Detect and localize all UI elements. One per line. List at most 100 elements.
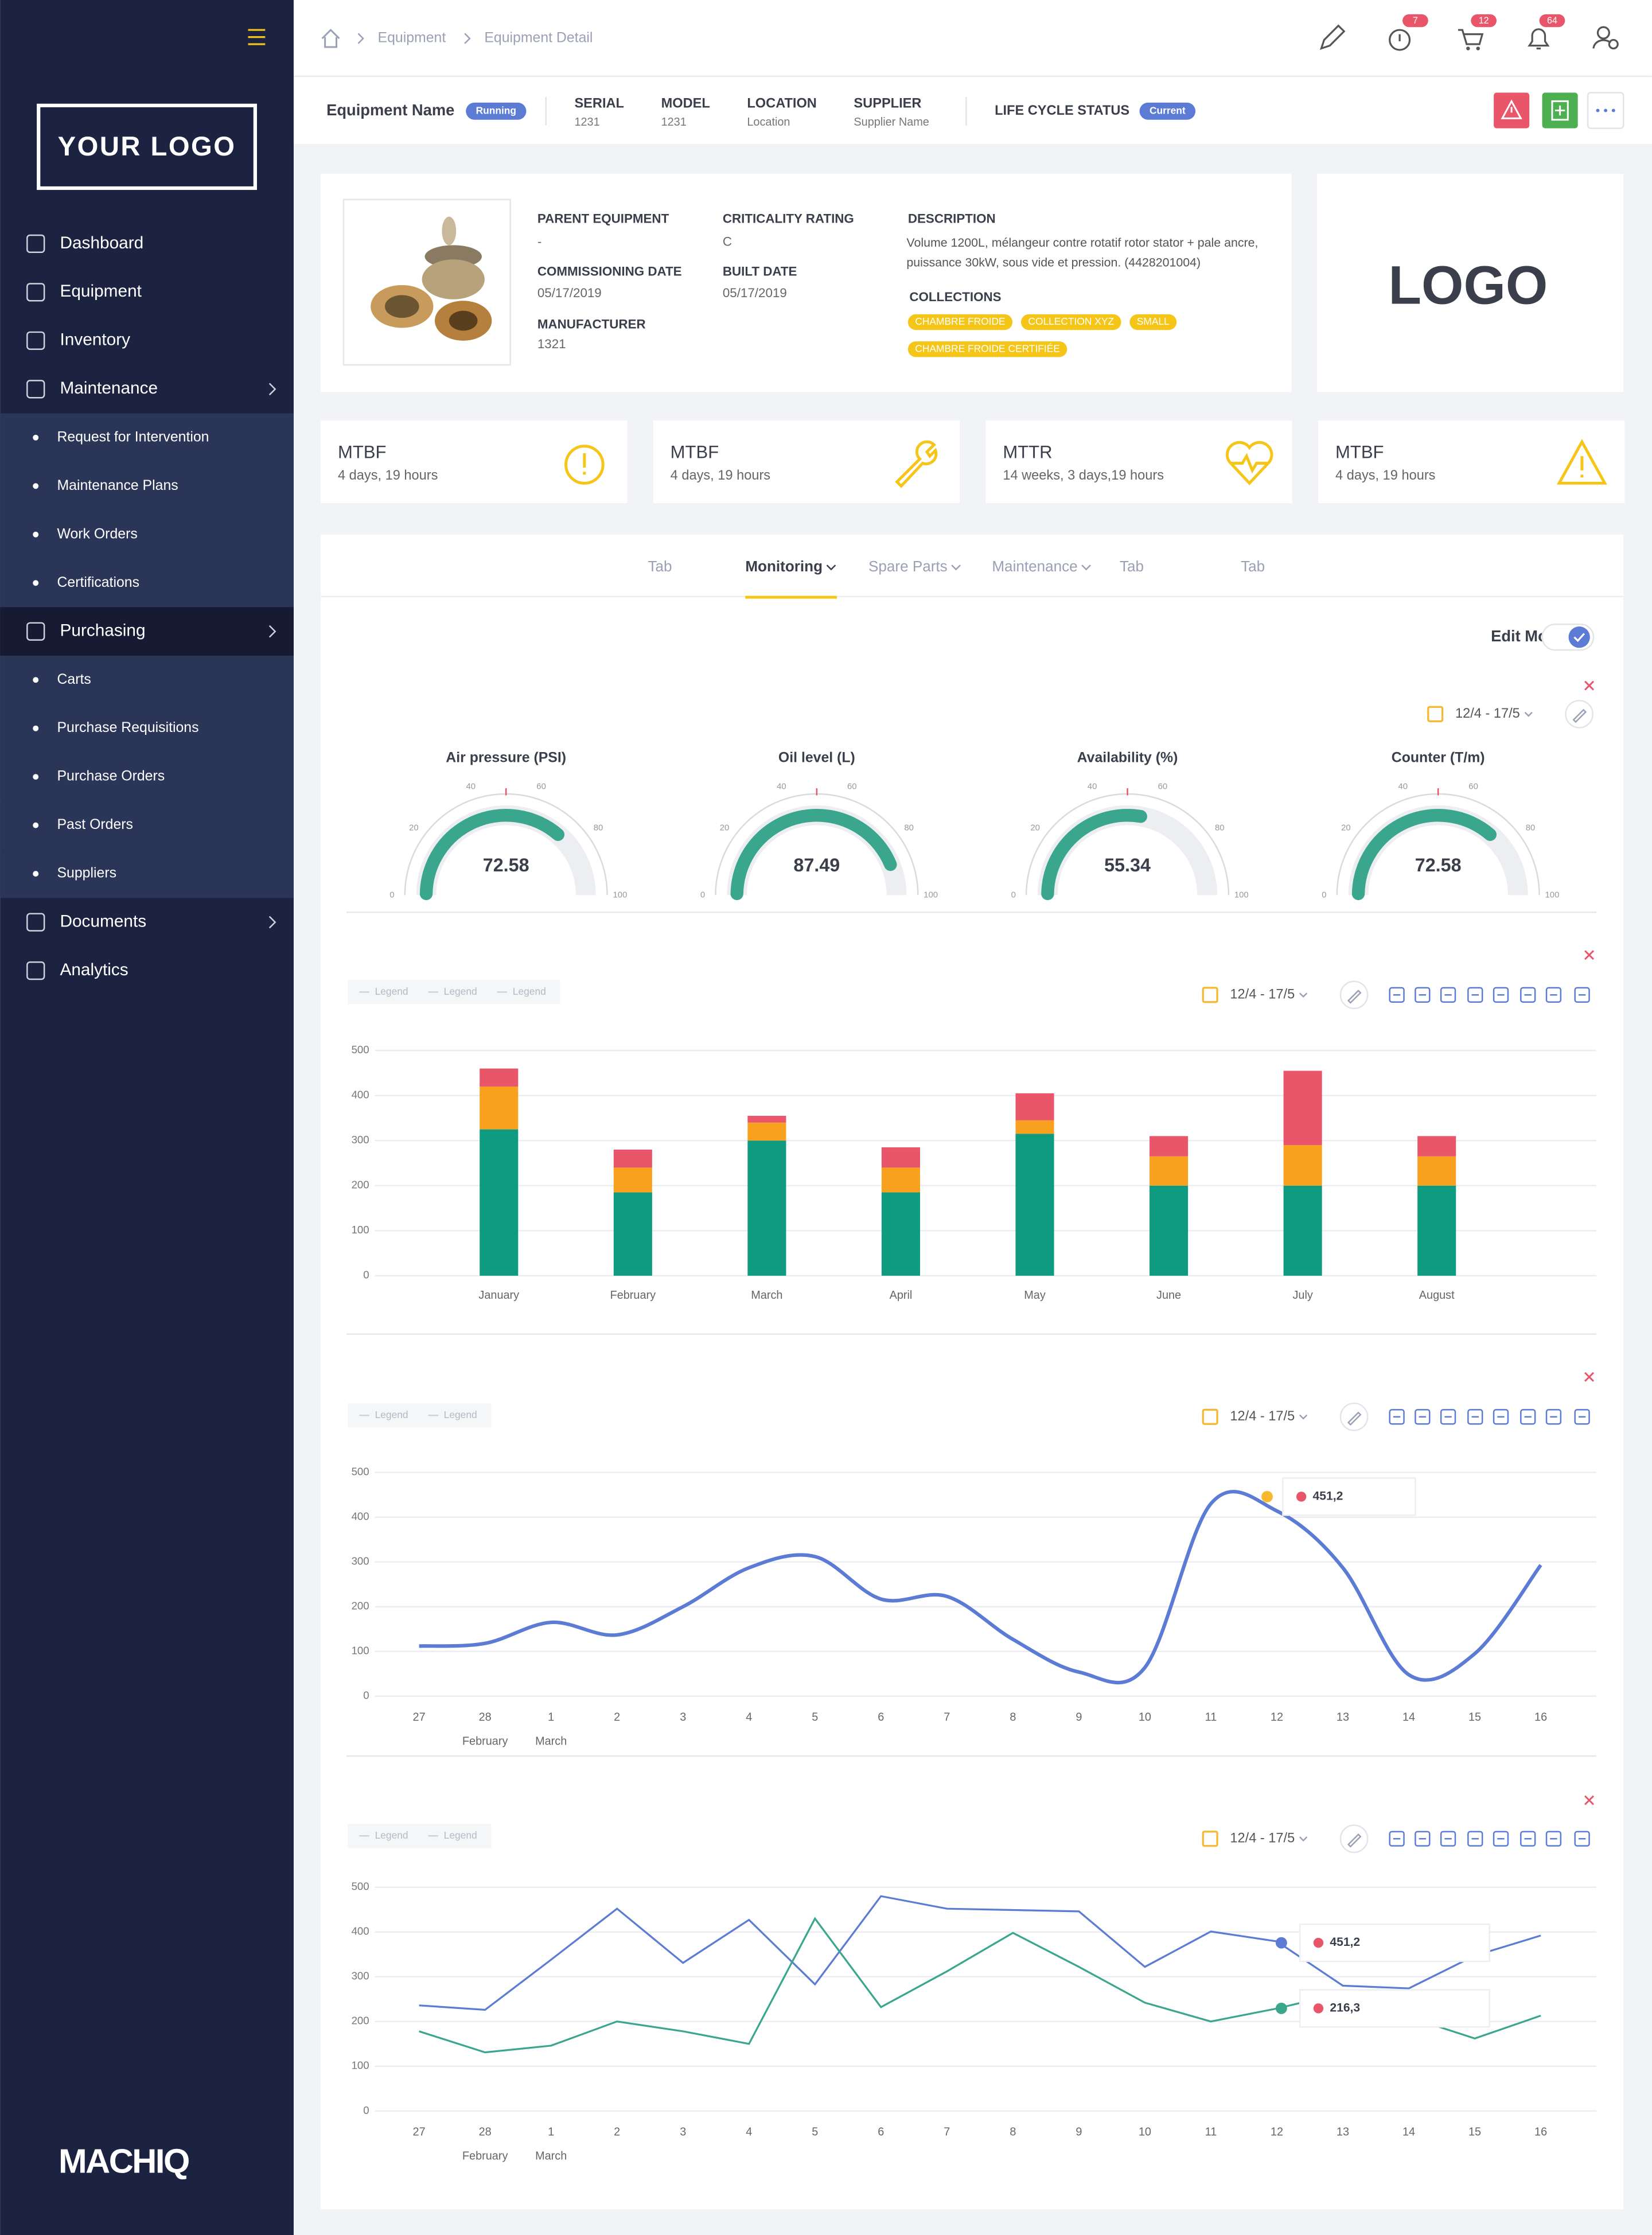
tab[interactable]: Tab — [648, 558, 672, 575]
tab[interactable]: Monitoring — [745, 558, 823, 575]
detail-label: COMMISSIONING DATE — [537, 264, 682, 278]
x-tick-label: 16 — [1534, 1711, 1547, 1723]
nav-subitem[interactable]: Suppliers — [57, 866, 117, 881]
nav-subitem[interactable]: Request for Intervention — [57, 429, 209, 445]
calendar-icon — [1202, 987, 1218, 1003]
date-range[interactable]: 12/4 - 17/5 — [1230, 1409, 1295, 1424]
gauge-tick-label: 80 — [1526, 823, 1536, 832]
date-range[interactable]: 12/4 - 17/5 — [1230, 1831, 1295, 1845]
chart-tool[interactable] — [1545, 987, 1562, 1003]
tab[interactable]: Tab — [1120, 558, 1144, 575]
x-tick-label: 3 — [680, 1711, 686, 1723]
nav-subitem[interactable]: Purchase Requisitions — [57, 720, 199, 735]
nav-sub-bg — [0, 559, 294, 608]
chart-tool[interactable] — [1415, 1831, 1431, 1847]
gauge-value-arc — [1041, 809, 1147, 901]
bar-segment — [1015, 1120, 1054, 1134]
nav-item[interactable]: Documents — [60, 912, 146, 930]
chart-tool[interactable] — [1389, 1831, 1405, 1847]
x-tick-label: 6 — [878, 1711, 884, 1723]
nav-item[interactable]: Analytics — [60, 960, 128, 979]
chart-tool[interactable] — [1440, 987, 1456, 1003]
description: Volume 1200L, mélangeur contre rotatif r… — [906, 235, 1259, 270]
chart-tool[interactable] — [1493, 1831, 1509, 1847]
date-range[interactable]: 12/4 - 17/5 — [1230, 987, 1295, 1002]
tab[interactable]: Maintenance — [992, 558, 1077, 575]
chart-tool[interactable] — [1467, 1409, 1483, 1425]
chart-tool[interactable] — [1467, 987, 1483, 1003]
nav-subitem[interactable]: Purchase Orders — [57, 769, 165, 784]
x-tick-label: 28 — [479, 1711, 492, 1723]
nav-subitem[interactable]: Certifications — [57, 575, 140, 590]
field-label: SERIAL — [574, 96, 624, 111]
nav-subitem[interactable]: Work Orders — [57, 526, 138, 542]
tab[interactable]: Tab — [1241, 558, 1265, 575]
edit-icon[interactable] — [1319, 24, 1346, 50]
gauge-tick-label: 60 — [1468, 782, 1478, 791]
gauge-value: 72.58 — [483, 855, 529, 875]
nav-icon — [26, 331, 45, 350]
gauge-tick-label: 60 — [536, 782, 546, 791]
x-tick-label: 7 — [944, 1711, 950, 1723]
chart-tool[interactable] — [1440, 1409, 1456, 1425]
chart-tool[interactable] — [1574, 1831, 1590, 1847]
tab[interactable]: Spare Parts — [868, 558, 948, 575]
date-dropdown — [1299, 1414, 1308, 1420]
tooltip-marker — [1275, 2002, 1287, 2014]
x-tick-label: 4 — [746, 1711, 752, 1723]
chart-tool[interactable] — [1440, 1831, 1456, 1847]
chart-tool[interactable] — [1389, 987, 1405, 1003]
nav-subitem[interactable]: Maintenance Plans — [57, 478, 178, 493]
chart-tool[interactable] — [1574, 987, 1590, 1003]
chart-tool[interactable] — [1574, 1409, 1590, 1425]
nav-item[interactable]: Inventory — [60, 330, 130, 349]
breadcrumb-item[interactable]: Equipment Detail — [484, 30, 593, 46]
chart-tool[interactable] — [1493, 987, 1509, 1003]
collection-tag: CHAMBRE FROIDE — [915, 316, 1005, 327]
x-sublabel: March — [535, 2150, 567, 2163]
bell-icon[interactable] — [1528, 28, 1550, 50]
kpi-card — [1318, 420, 1625, 504]
chart-tool[interactable] — [1493, 1409, 1509, 1425]
chart-tool[interactable] — [1389, 1409, 1405, 1425]
bar-segment — [480, 1087, 519, 1130]
bar-segment — [747, 1140, 786, 1276]
chart-tool[interactable] — [1467, 1831, 1483, 1847]
gauge-title: Counter (T/m) — [1392, 750, 1485, 765]
breadcrumb-item[interactable]: Equipment — [378, 30, 446, 46]
close-icon[interactable] — [1584, 950, 1595, 960]
nav-subitem[interactable]: Carts — [57, 672, 91, 687]
nav-item[interactable]: Equipment — [60, 282, 142, 301]
y-tick-label: 100 — [352, 1645, 369, 1657]
chart-tool[interactable] — [1415, 987, 1431, 1003]
chart-tool[interactable] — [1545, 1831, 1562, 1847]
close-icon[interactable] — [1584, 680, 1595, 691]
chart-tool[interactable] — [1520, 1831, 1536, 1847]
nav-item[interactable]: Dashboard — [60, 233, 143, 252]
nav-icon — [26, 913, 45, 932]
nav-subitem[interactable]: Past Orders — [57, 817, 133, 832]
nav-sub-bg — [0, 752, 294, 801]
x-sublabel: February — [462, 1735, 508, 1748]
logo-card — [1316, 174, 1624, 392]
chart-tool[interactable] — [1545, 1409, 1562, 1425]
chart-tool[interactable] — [1520, 1409, 1536, 1425]
badge-bg — [1471, 14, 1497, 28]
chart-tool[interactable] — [1415, 1409, 1431, 1425]
y-tick-label: 500 — [352, 1043, 369, 1056]
gauge-tick-label: 0 — [389, 890, 394, 900]
timer-icon[interactable] — [1389, 29, 1411, 51]
bar-segment — [1150, 1156, 1189, 1186]
x-tick-label: 13 — [1337, 2125, 1349, 2138]
close-icon[interactable] — [1584, 1795, 1595, 1805]
user-icon[interactable] — [1596, 26, 1610, 40]
cart-icon[interactable] — [1458, 29, 1484, 45]
x-tick-label: 16 — [1534, 2125, 1547, 2138]
nav-item[interactable]: Purchasing — [60, 621, 145, 640]
nav-item[interactable]: Maintenance — [60, 379, 158, 398]
home-icon[interactable] — [321, 29, 340, 48]
close-icon[interactable] — [1584, 1372, 1595, 1382]
nav-sub-bg — [0, 704, 294, 753]
chart-tool[interactable] — [1520, 987, 1536, 1003]
date-range[interactable]: 12/4 - 17/5 — [1455, 706, 1520, 721]
